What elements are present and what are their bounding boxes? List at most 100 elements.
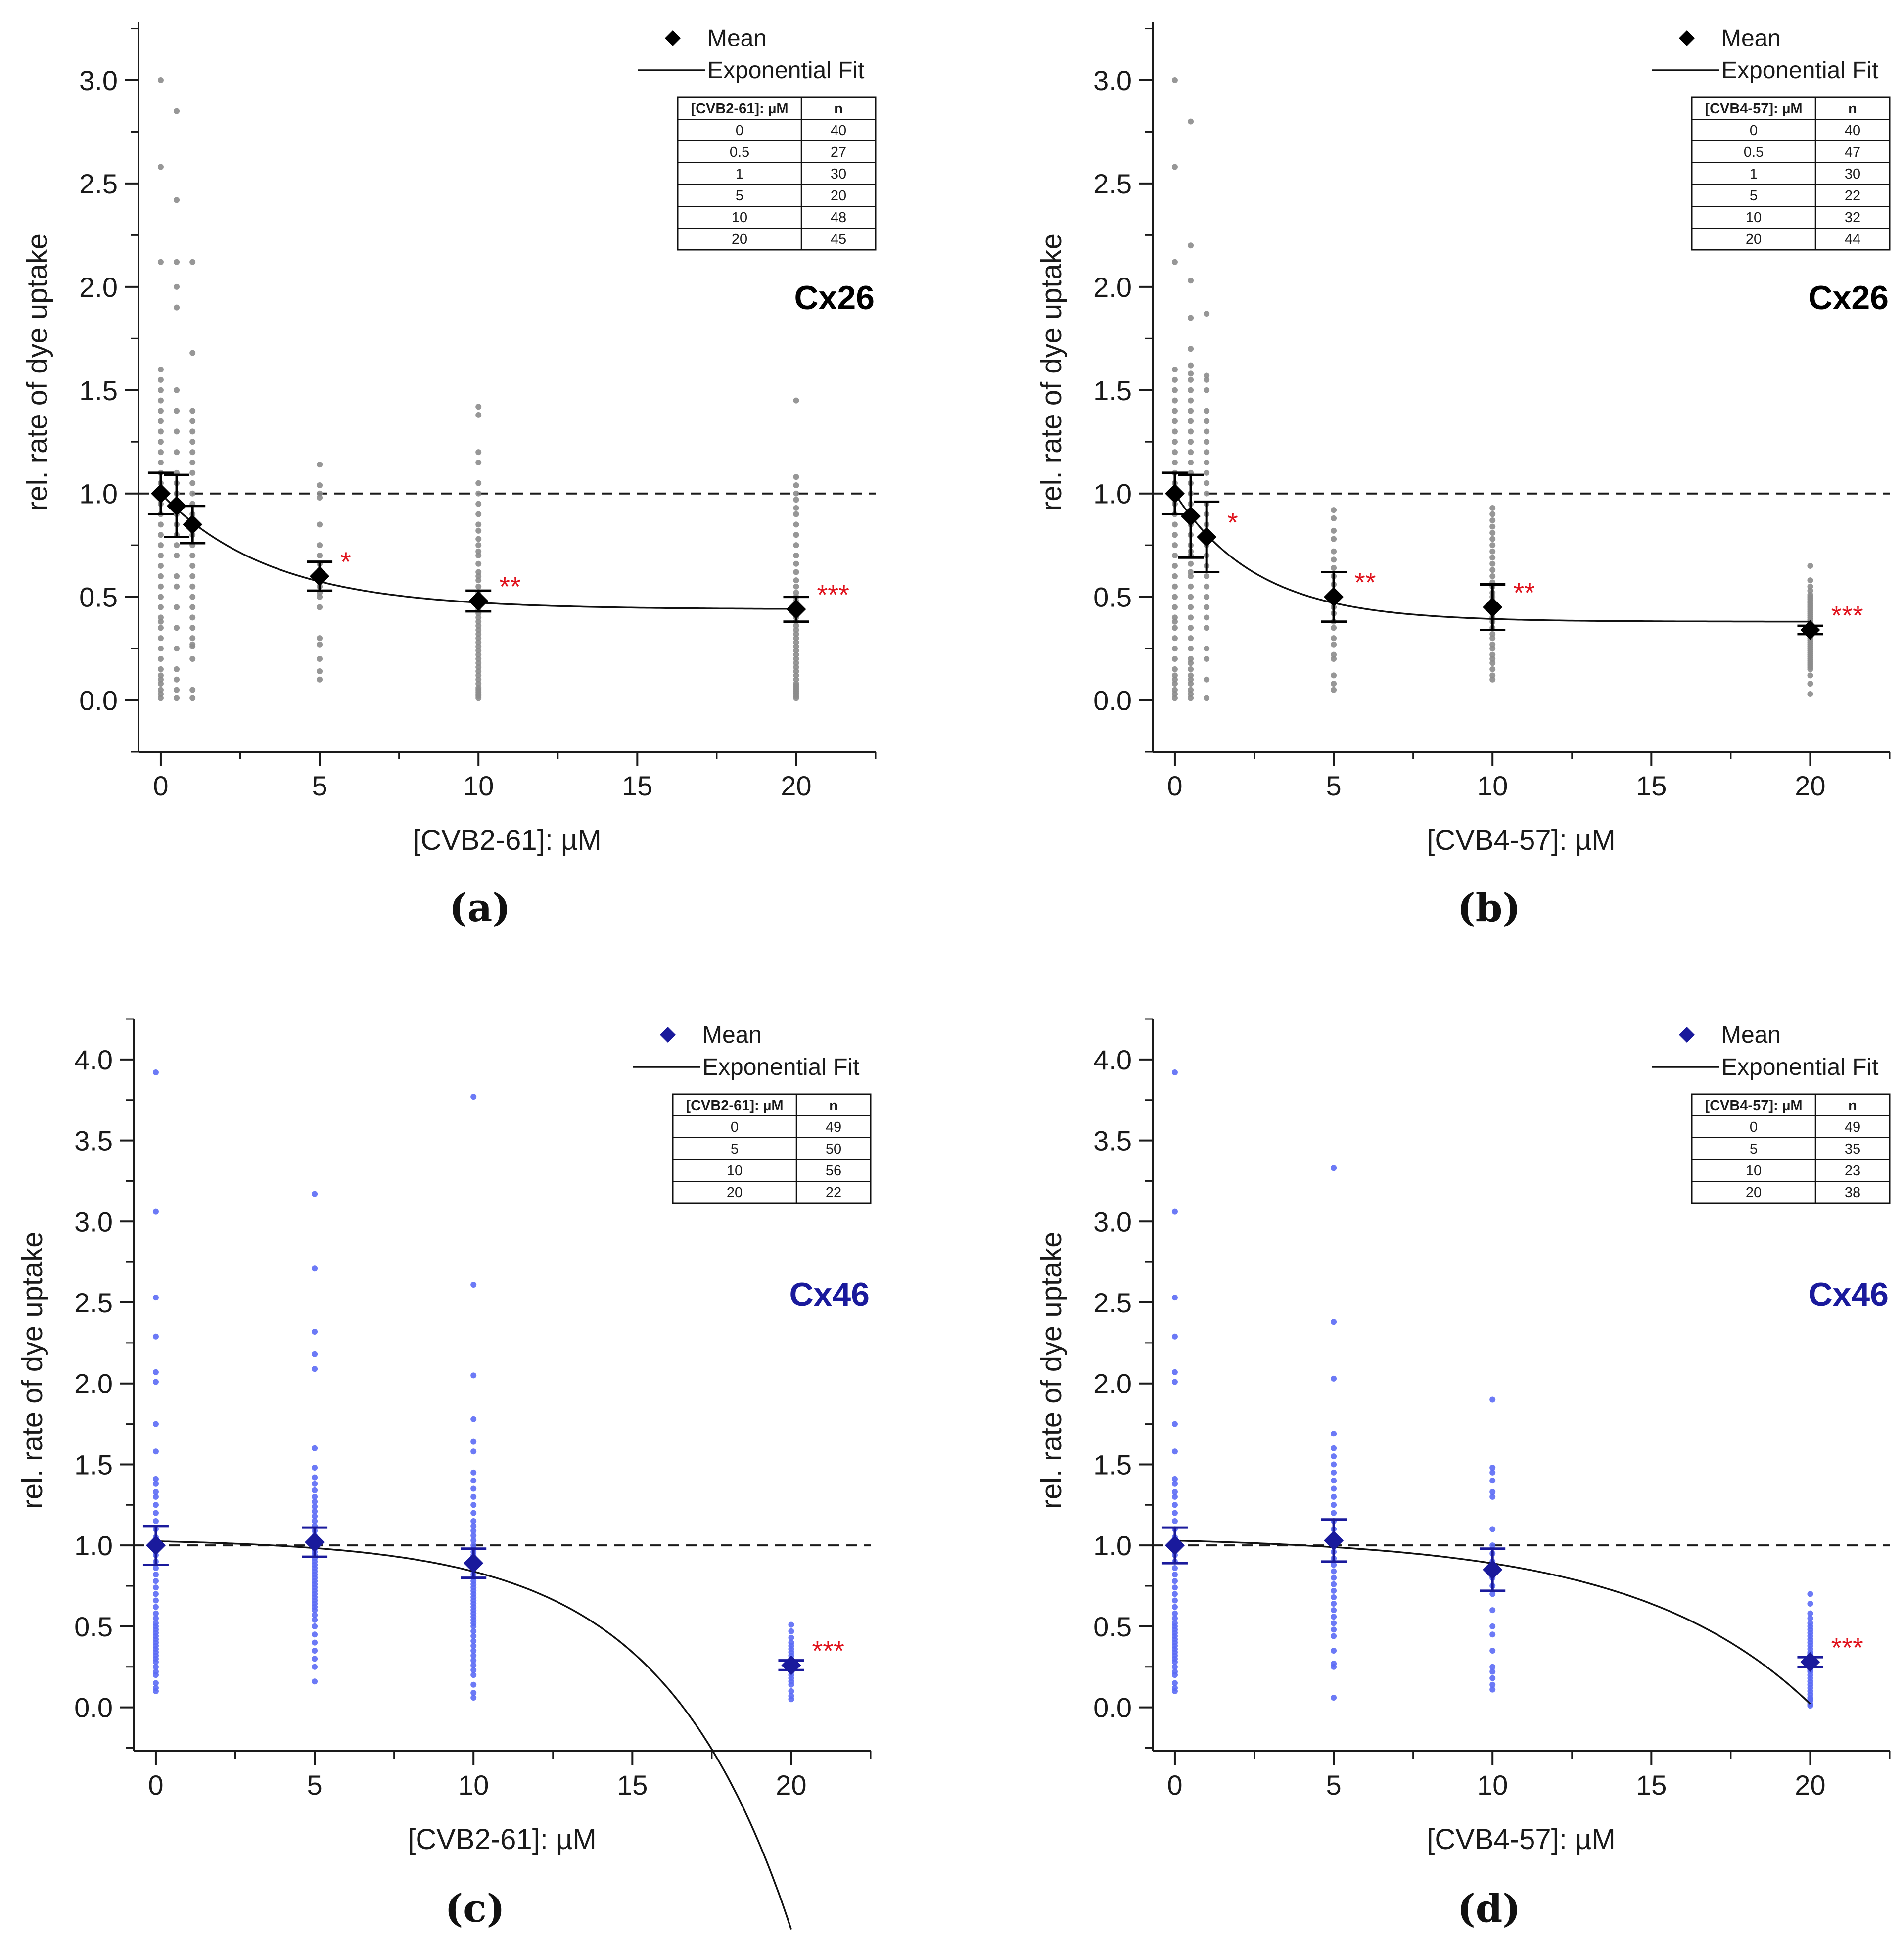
mean-marker [1164,483,1185,504]
legend-mean-marker [1679,1027,1695,1043]
data-point [1331,527,1337,534]
data-point [1188,687,1194,693]
y-tick-label: 3.0 [79,65,118,96]
data-point [1171,655,1178,662]
data-point [1489,505,1496,511]
data-point [152,1680,159,1686]
y-tick-label: 1.0 [1093,478,1132,509]
y-tick-label: 3.0 [1093,65,1132,96]
data-point [312,1503,318,1510]
data-point [1489,560,1496,567]
data-point [1204,449,1210,456]
mean-marker [150,483,171,504]
data-point [312,1464,318,1471]
legend-mean-marker [660,1027,676,1043]
legend-mean-label: Mean [1721,1022,1781,1048]
data-point [152,1578,159,1584]
table-cell-n: 40 [831,123,846,139]
data-point [157,655,164,662]
y-axis-title: rel. rate of dye uptake [16,1232,48,1509]
data-point [1188,118,1194,125]
data-point [475,623,482,629]
table-cell-concentration: 5 [731,1141,739,1157]
data-point [1331,565,1337,571]
data-point [1489,1681,1496,1688]
data-point [470,1448,477,1455]
data-point [475,648,482,654]
table-header-concentration: [CVB2-61]: µM [686,1098,783,1113]
data-point [793,583,799,590]
data-point [1331,1478,1337,1484]
x-axis-title: [CVB4-57]: µM [1427,824,1616,856]
data-point [1188,315,1194,321]
data-point [1331,1607,1337,1614]
data-point [312,1647,318,1654]
data-point [1171,666,1178,672]
data-point [1171,1604,1178,1610]
data-point [1188,573,1194,579]
data-point [475,631,482,637]
legend: Mean Exponential Fit [1652,1022,1879,1080]
table-cell-n: 44 [1845,232,1860,247]
data-point [157,618,164,625]
data-point [1331,1568,1337,1575]
data-point [1489,536,1496,542]
data-point [1171,1295,1178,1301]
data-point [1171,614,1178,621]
data-point [1489,1396,1496,1403]
data-point [174,666,180,672]
data-point [1489,641,1496,648]
data-point [152,1510,159,1516]
data-point [1171,1476,1178,1482]
table-cell-n: 20 [831,188,846,204]
table-header-concentration: [CVB2-61]: µM [691,101,788,117]
data-point [312,1607,318,1614]
panel-label: (d) [1457,1886,1521,1931]
table-cell-n: 32 [1845,210,1860,226]
data-point [189,490,196,497]
data-point [1331,1165,1337,1171]
mean-marker [167,496,187,516]
data-point [174,428,180,435]
data-point [1171,1421,1178,1427]
data-point [1171,542,1178,549]
n-table: [CVB2-61]: µM n 0 40 0.5 27 1 30 5 20 10 48 20 45 [677,96,877,251]
mean-marker [1483,1560,1503,1580]
data-point [1807,681,1813,687]
data-point [1331,1510,1337,1516]
data-point [157,164,164,170]
y-tick-label: 0.0 [1093,685,1132,716]
data-point [470,1672,477,1678]
mean-marker [1800,1652,1820,1672]
data-point [475,676,482,683]
data-point [189,594,196,600]
data-point [1171,583,1178,590]
data-point [157,449,164,456]
data-point [312,1328,318,1335]
y-tick-label: 0.0 [74,1692,113,1723]
data-point [317,521,323,528]
data-point [317,604,323,610]
data-point [1188,614,1194,621]
data-point [157,691,164,697]
data-point [1188,695,1194,701]
data-point [1171,77,1178,83]
y-axis-title: rel. rate of dye uptake [1035,1232,1068,1509]
data-point [793,627,799,633]
data-point [475,449,482,456]
data-point [1188,625,1194,631]
data-point [788,1634,794,1641]
x-tick-label: 10 [1477,770,1508,801]
data-point [1807,562,1813,569]
data-point [475,536,482,542]
data-point [1331,1614,1337,1620]
x-tick-label: 15 [617,1769,648,1801]
table-cell-concentration: 5 [1750,188,1758,204]
data-point [1489,631,1496,637]
table-cell-concentration: 10 [727,1163,743,1179]
data-point [1489,655,1496,662]
n-table: [CVB2-61]: µM n 0 49 5 50 10 56 20 22 [672,1093,872,1204]
data-point [470,1662,477,1668]
data-point [317,490,323,497]
data-point [1331,1601,1337,1607]
